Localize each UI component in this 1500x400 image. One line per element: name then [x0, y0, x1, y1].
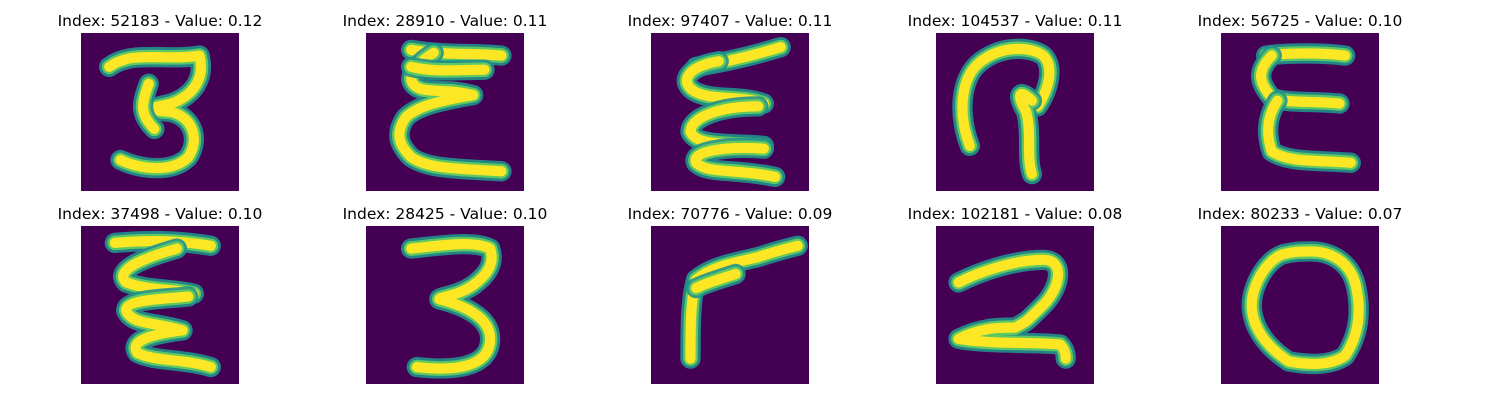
grid-cell: Index: 28425 - Value: 0.10	[325, 203, 565, 393]
grid-cell: Index: 52183 - Value: 0.12	[40, 10, 280, 200]
grid-cell: Index: 70776 - Value: 0.09	[610, 203, 850, 393]
digit-image	[366, 226, 524, 384]
grid-cell: Index: 56725 - Value: 0.10	[1180, 10, 1420, 200]
cell-title: Index: 70776 - Value: 0.09	[610, 203, 850, 225]
digit-image	[81, 33, 239, 191]
glyph-stroke	[411, 67, 484, 71]
digit-image	[1221, 33, 1379, 191]
cell-title: Index: 56725 - Value: 0.10	[1180, 10, 1420, 32]
cell-title: Index: 97407 - Value: 0.11	[610, 10, 850, 32]
grid-cell: Index: 80233 - Value: 0.07	[1180, 203, 1420, 393]
digit-image	[81, 226, 239, 384]
cell-title: Index: 28910 - Value: 0.11	[325, 10, 565, 32]
cell-title: Index: 102181 - Value: 0.08	[895, 203, 1135, 225]
digit-image	[936, 226, 1094, 384]
digit-image	[936, 33, 1094, 191]
cell-title: Index: 80233 - Value: 0.07	[1180, 203, 1420, 225]
cell-title: Index: 52183 - Value: 0.12	[40, 10, 280, 32]
digit-image	[651, 33, 809, 191]
grid-cell: Index: 97407 - Value: 0.11	[610, 10, 850, 200]
grid-cell: Index: 37498 - Value: 0.10	[40, 203, 280, 393]
digit-image	[651, 226, 809, 384]
digit-image	[366, 33, 524, 191]
grid-cell: Index: 102181 - Value: 0.08	[895, 203, 1135, 393]
cell-title: Index: 28425 - Value: 0.10	[325, 203, 565, 225]
grid-cell: Index: 28910 - Value: 0.11	[325, 10, 565, 200]
cell-title: Index: 104537 - Value: 0.11	[895, 10, 1135, 32]
cell-title: Index: 37498 - Value: 0.10	[40, 203, 280, 225]
digit-image	[1221, 226, 1379, 384]
grid-cell: Index: 104537 - Value: 0.11	[895, 10, 1135, 200]
